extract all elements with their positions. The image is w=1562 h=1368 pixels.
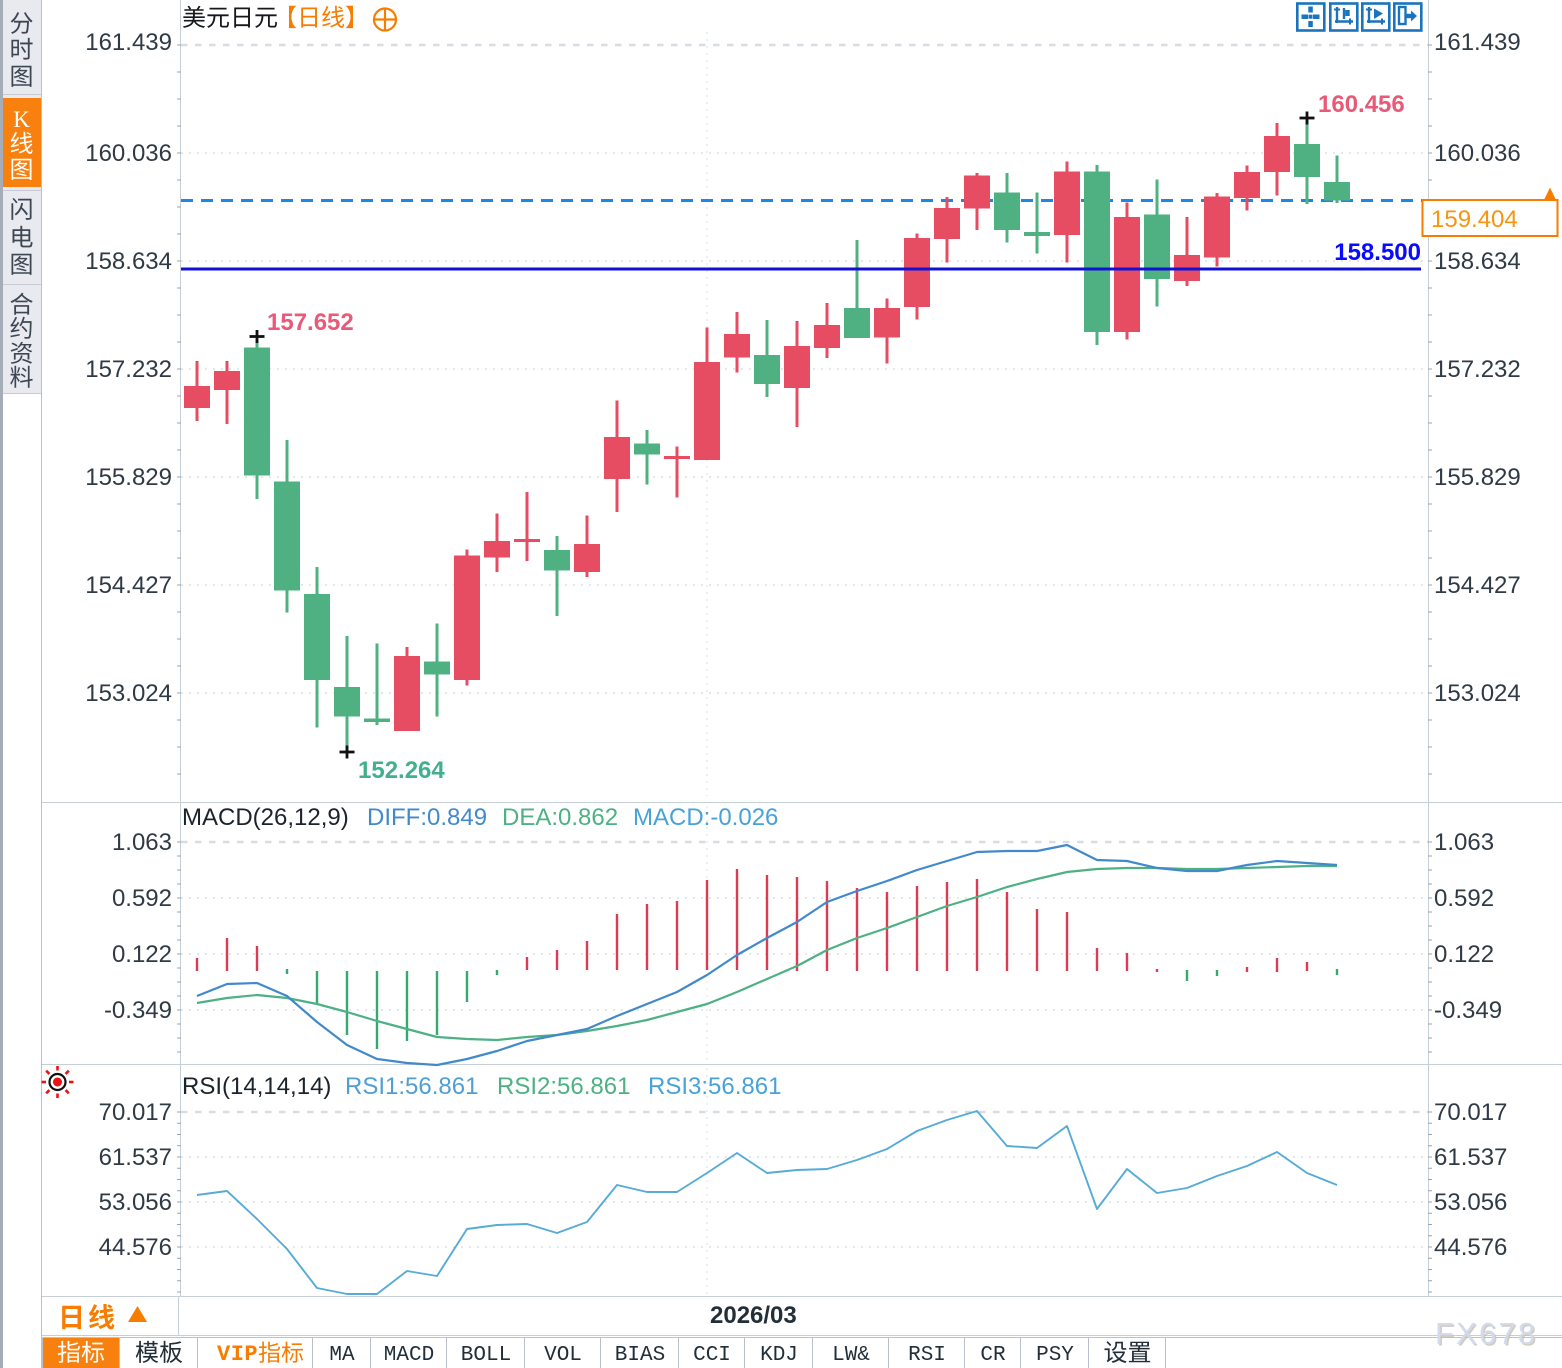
svg-text:1.063: 1.063	[112, 829, 172, 856]
svg-text:PSY: PSY	[1036, 1344, 1074, 1367]
svg-text:FX678: FX678	[1435, 1316, 1537, 1351]
svg-text:BOLL: BOLL	[461, 1344, 511, 1367]
svg-text:158.500: 158.500	[1334, 239, 1421, 266]
svg-text:153.024: 153.024	[1434, 680, 1521, 707]
svg-text:53.056: 53.056	[1434, 1189, 1507, 1216]
svg-text:LW&: LW&	[832, 1344, 870, 1367]
svg-text:2026/03: 2026/03	[710, 1302, 797, 1329]
svg-text:154.427: 154.427	[85, 572, 172, 599]
svg-text:70.017: 70.017	[99, 1099, 172, 1126]
svg-text:44.576: 44.576	[1434, 1234, 1507, 1261]
svg-text:160.036: 160.036	[1434, 140, 1521, 167]
svg-text:61.537: 61.537	[99, 1144, 172, 1171]
svg-text:0.592: 0.592	[112, 885, 172, 912]
svg-text:160.036: 160.036	[85, 140, 172, 167]
svg-text:RSI: RSI	[908, 1344, 946, 1367]
svg-text:-0.349: -0.349	[1434, 997, 1502, 1024]
svg-text:157.232: 157.232	[1434, 356, 1521, 383]
svg-text:161.439: 161.439	[1434, 29, 1521, 56]
svg-text:FX678: FX678	[1437, 1318, 1539, 1353]
svg-text:0.122: 0.122	[112, 941, 172, 968]
svg-text:159.404: 159.404	[1431, 206, 1518, 233]
svg-text:DIFF:0.849: DIFF:0.849	[367, 804, 487, 831]
svg-text:0.592: 0.592	[1434, 885, 1494, 912]
svg-text:153.024: 153.024	[85, 680, 172, 707]
svg-text:MA: MA	[329, 1344, 355, 1367]
svg-text:RSI3:56.861: RSI3:56.861	[648, 1073, 781, 1100]
svg-text:160.456: 160.456	[1318, 91, 1405, 118]
svg-text:K: K	[13, 107, 30, 132]
svg-text:155.829: 155.829	[1434, 464, 1521, 491]
svg-text:161.439: 161.439	[85, 29, 172, 56]
svg-text:1.063: 1.063	[1434, 829, 1494, 856]
svg-text:BIAS: BIAS	[615, 1344, 665, 1367]
svg-text:44.576: 44.576	[99, 1234, 172, 1261]
svg-text:DEA:0.862: DEA:0.862	[502, 804, 618, 831]
svg-text:158.634: 158.634	[1434, 248, 1521, 275]
svg-text:70.017: 70.017	[1434, 1099, 1507, 1126]
svg-text:155.829: 155.829	[85, 464, 172, 491]
svg-text:KDJ: KDJ	[760, 1344, 798, 1367]
svg-text:152.264: 152.264	[358, 757, 445, 784]
svg-text:VOL: VOL	[544, 1344, 582, 1367]
svg-text:53.056: 53.056	[99, 1189, 172, 1216]
svg-text:158.634: 158.634	[85, 248, 172, 275]
svg-text:MACD: MACD	[384, 1344, 434, 1367]
svg-text:RSI(14,14,14): RSI(14,14,14)	[182, 1073, 331, 1100]
svg-text:MACD(26,12,9): MACD(26,12,9)	[182, 804, 349, 831]
svg-text:CCI: CCI	[693, 1344, 731, 1367]
svg-text:157.232: 157.232	[85, 356, 172, 383]
svg-text:-0.349: -0.349	[104, 997, 172, 1024]
svg-text:MACD:-0.026: MACD:-0.026	[633, 804, 778, 831]
svg-text:CR: CR	[980, 1344, 1006, 1367]
svg-text:61.537: 61.537	[1434, 1144, 1507, 1171]
svg-text:RSI1:56.861: RSI1:56.861	[345, 1073, 478, 1100]
svg-text:0.122: 0.122	[1434, 941, 1494, 968]
svg-text:RSI2:56.861: RSI2:56.861	[497, 1073, 630, 1100]
svg-text:154.427: 154.427	[1434, 572, 1521, 599]
svg-text:VIP: VIP	[217, 1342, 258, 1367]
svg-text:157.652: 157.652	[267, 309, 354, 336]
